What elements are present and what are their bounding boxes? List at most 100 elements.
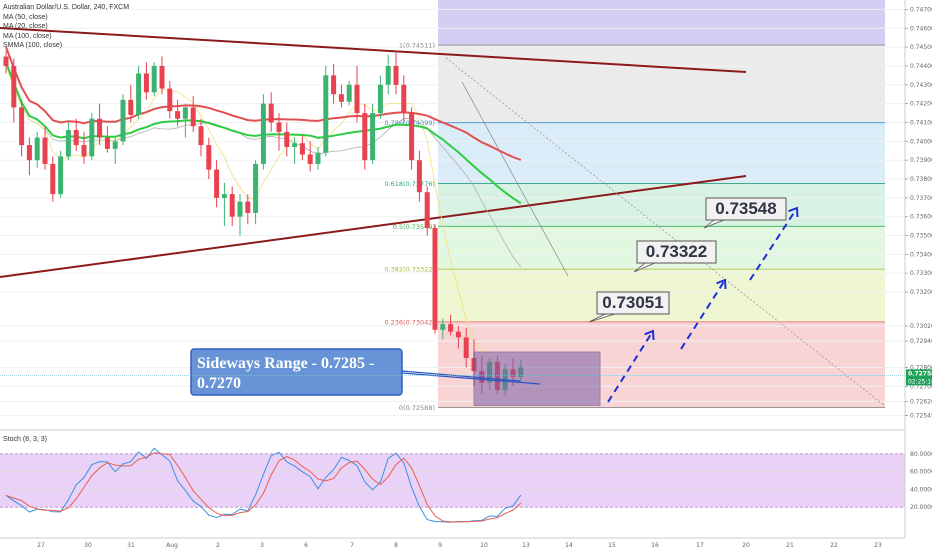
fib-label: 0.382(0.73322): [384, 266, 435, 274]
annotations: Sideways Range - 0.7285 - 0.7270 0.73051 0.…: [0, 197, 905, 406]
candle-body: [377, 84, 383, 114]
candle-body: [253, 163, 259, 213]
fib-band-top: [438, 0, 885, 46]
date-tick-label: 23: [874, 542, 882, 549]
upper-trendline[interactable]: [0, 27, 747, 73]
arrow-to-target3: [749, 207, 798, 281]
price-axis-bg: [905, 0, 932, 550]
date-tick-label: 6: [304, 542, 308, 549]
fib-band: [438, 183, 885, 227]
candle-body: [58, 156, 64, 195]
candle-body: [11, 65, 17, 108]
candle-body: [19, 107, 25, 146]
candle-body: [151, 65, 157, 93]
sideways-callout[interactable]: [190, 348, 403, 396]
candle-body: [393, 65, 399, 85]
candle-body: [229, 194, 235, 217]
candle-body: [440, 324, 446, 330]
date-tick-label: 15: [608, 542, 616, 549]
callout-pointer: [401, 370, 521, 382]
target-0-73548-pointer: [703, 219, 725, 229]
callout-pointer-2: [401, 372, 541, 385]
fib-label: 0.236(0.73042): [384, 318, 435, 326]
stoch-k-line: [5, 447, 522, 523]
date-tick-label: 21: [786, 542, 794, 549]
candle-body: [81, 145, 87, 157]
candle-body: [245, 201, 251, 213]
target-0-73548[interactable]: [705, 197, 787, 221]
candle-body: [167, 88, 173, 112]
candle-body: [182, 107, 188, 119]
candle-body: [159, 65, 165, 89]
candle-body: [299, 143, 305, 155]
target-0-73548-text: 0.73548: [715, 199, 776, 218]
arrow-to-target2: [680, 279, 726, 350]
sideways-text-line2: 0.7270: [197, 375, 241, 392]
candle-body: [3, 56, 9, 66]
fib-label: 0.618(0.73776): [384, 180, 435, 188]
legend-ma50: MA (50, close): [3, 13, 48, 21]
candle-body: [112, 141, 118, 149]
date-tick-label: 16: [651, 542, 659, 549]
candle-body: [73, 130, 79, 146]
candle-body: [34, 137, 40, 161]
stoch-tick-label: 60.0000: [910, 469, 932, 476]
candle-body: [128, 99, 134, 115]
candle-body: [26, 145, 32, 161]
chart-legend: Australian Dollar/U.S. Dollar, 240, FXCM…: [3, 3, 129, 51]
candle-body: [268, 103, 274, 123]
candle-body: [385, 65, 391, 85]
grid: [0, 8, 905, 417]
arrow-to-target1: [607, 330, 654, 403]
current-time-text: 02:25:18: [908, 378, 932, 385]
date-tick-label: 3: [260, 542, 264, 549]
date-tick-label: 22: [830, 542, 838, 549]
lower-trendline[interactable]: [0, 175, 747, 278]
sideways-text-line1: Sideways Range - 0.7285 -: [197, 355, 374, 372]
date-tick-label: 9: [438, 542, 442, 549]
target-0-73322[interactable]: [636, 240, 717, 264]
date-tick-label: 8: [394, 542, 398, 549]
candle-body: [89, 118, 95, 157]
target-0-73322-text: 0.73322: [646, 242, 707, 261]
date-tick-label: 7: [350, 542, 354, 549]
candle-body: [346, 84, 352, 102]
stoch-tick-label: 80.0000: [910, 451, 932, 458]
legend-ma100: MA (100, close): [3, 32, 52, 40]
candle-body: [190, 107, 196, 127]
date-tick-label: 14: [565, 542, 573, 549]
candle-body: [331, 75, 337, 95]
fib-lines: 0(0.72588) 0.236(0.73042) 0.382(0.73322) 0.…: [384, 42, 885, 412]
candle-body: [409, 113, 415, 161]
candle-body: [206, 145, 212, 170]
legend-smma100: SMMA (100, close): [3, 42, 63, 49]
target-0-73051[interactable]: [596, 291, 670, 315]
candle-body: [214, 169, 220, 198]
fib-label: 1(0.74511): [399, 42, 435, 50]
candle-body: [120, 99, 126, 142]
fib-label: 0.5(0.73549): [393, 223, 435, 231]
legend-title: Australian Dollar/U.S. Dollar, 240, FXCM: [3, 4, 130, 11]
date-tick-label: 10: [480, 542, 488, 549]
fib-band: [438, 45, 885, 123]
candle-body: [198, 126, 204, 146]
date-tick-label: 2: [216, 542, 220, 549]
trend-lines: [0, 27, 886, 407]
candle-body: [237, 201, 243, 217]
